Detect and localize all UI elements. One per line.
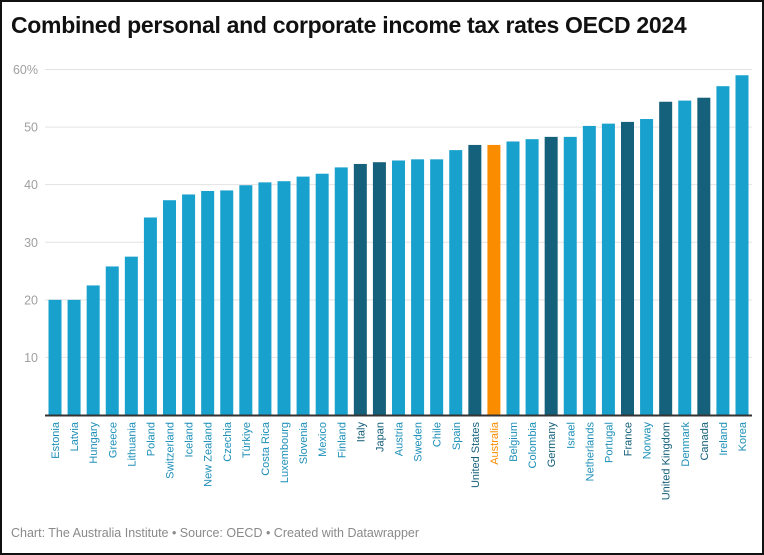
x-tick-label: Denmark — [680, 422, 692, 467]
x-tick-label: Netherlands — [584, 422, 596, 482]
x-tick-label: Korea — [737, 421, 749, 451]
x-tick-label: Canada — [699, 421, 711, 460]
x-tick-label: Germany — [546, 422, 558, 468]
bar — [315, 173, 329, 415]
bar — [258, 182, 272, 415]
bar — [640, 119, 654, 415]
x-tick-label: Chile — [432, 422, 444, 447]
x-tick-label: Norway — [642, 422, 654, 460]
x-tick-label: France — [623, 422, 635, 456]
bar — [392, 160, 405, 415]
bar — [220, 190, 234, 415]
bar — [582, 125, 596, 415]
x-tick-label: Mexico — [317, 422, 329, 457]
x-tick-label: United States — [470, 422, 482, 489]
x-tick-label: Colombia — [527, 421, 539, 468]
bar — [105, 266, 119, 415]
bar — [411, 159, 425, 415]
x-tick-label: Sweden — [413, 422, 425, 462]
bar — [67, 299, 81, 415]
bar — [334, 167, 348, 415]
bar — [449, 150, 463, 415]
bar — [468, 144, 482, 415]
x-tick-label: Finland — [336, 422, 348, 458]
bar — [678, 100, 692, 415]
x-tick-label: Israel — [565, 422, 577, 449]
x-tick-label: Luxembourg — [279, 422, 291, 483]
bar — [544, 136, 558, 415]
x-tick-label: Costa Rica — [260, 421, 272, 476]
x-tick-label: New Zealand — [203, 422, 215, 487]
bar — [201, 191, 215, 415]
y-tick-label: 40 — [24, 178, 38, 192]
x-tick-label: Latvia — [69, 421, 81, 451]
bar — [353, 163, 367, 415]
y-tick-label: 30 — [24, 236, 38, 250]
bar — [277, 181, 291, 415]
bar — [296, 176, 310, 415]
bar — [239, 185, 253, 415]
bar — [163, 200, 176, 415]
chart-title: Combined personal and corporate income t… — [11, 12, 687, 38]
bar — [372, 162, 386, 415]
bar — [659, 101, 673, 415]
x-tick-label: Türkiye — [241, 422, 253, 458]
bar — [86, 285, 100, 415]
bar — [601, 123, 615, 416]
bar — [563, 136, 577, 415]
bar — [735, 75, 749, 415]
bar — [525, 139, 539, 415]
x-tick-label: Lithuania — [126, 421, 138, 467]
bar — [621, 121, 634, 416]
x-tick-label: Czechia — [222, 421, 234, 462]
x-tick-label: Belgium — [508, 422, 520, 462]
bar — [124, 256, 138, 415]
y-tick-label: 60% — [13, 63, 38, 77]
x-tick-label: Iceland — [184, 422, 196, 457]
x-tick-label: Greece — [107, 422, 119, 458]
bar — [182, 194, 196, 415]
x-tick-label: Spain — [451, 422, 463, 450]
x-tick-label: Portugal — [603, 422, 615, 463]
x-tick-label: United Kingdom — [661, 422, 673, 500]
bar — [487, 144, 501, 415]
x-tick-label: Italy — [355, 422, 367, 443]
bar — [506, 141, 520, 415]
bar — [716, 86, 730, 416]
bar — [143, 217, 157, 415]
x-tick-label: Ireland — [718, 422, 730, 456]
y-tick-label: 10 — [24, 351, 38, 365]
x-tick-label: Australia — [489, 421, 501, 465]
x-tick-label: Hungary — [88, 422, 100, 464]
bar — [697, 97, 711, 416]
bar — [430, 159, 444, 415]
x-tick-label: Estonia — [50, 421, 62, 459]
x-tick-label: Japan — [374, 422, 386, 452]
y-tick-label: 20 — [24, 293, 38, 307]
x-tick-label: Poland — [145, 422, 157, 456]
chart-footer: Chart: The Australia Institute • Source:… — [11, 526, 420, 540]
y-tick-label: 50 — [24, 121, 38, 135]
x-tick-label: Austria — [394, 421, 406, 456]
x-tick-label: Slovenia — [298, 421, 310, 464]
bar — [48, 299, 62, 415]
x-tick-label: Switzerland — [165, 422, 177, 479]
